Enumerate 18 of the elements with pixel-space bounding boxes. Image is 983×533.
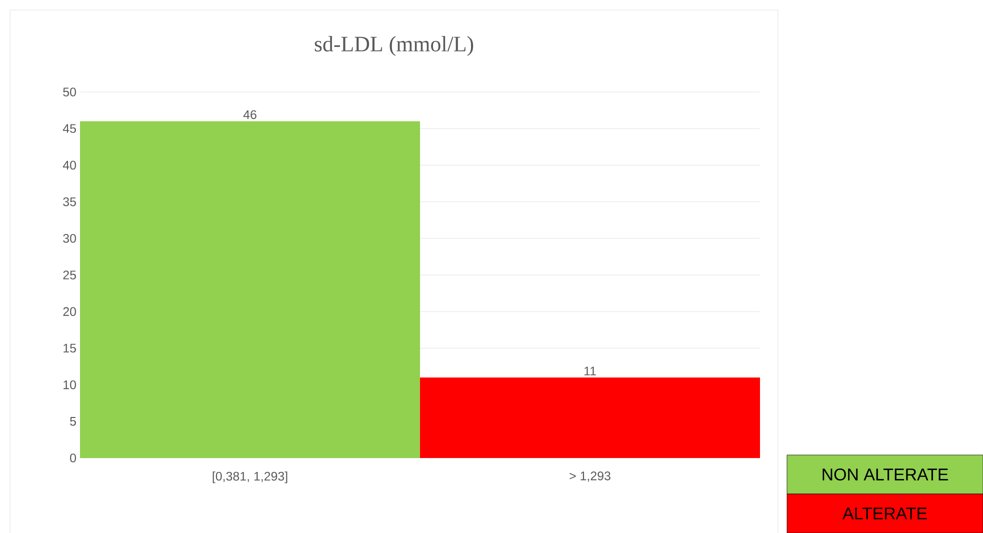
chart-title: sd-LDL (mmol/L) (314, 36, 474, 56)
x-tick-label: [0,381, 1,293] (212, 471, 288, 484)
y-tick-label: 0 (70, 454, 76, 462)
x-tick-label: > 1,293 (570, 472, 610, 482)
data-label: 46 (243, 110, 256, 120)
y-tick-label: 45 (62, 124, 76, 133)
y-tick-label: 50 (63, 88, 76, 96)
y-tick-label: 20 (63, 307, 76, 316)
data-label: 11 (584, 366, 596, 376)
y-tick-label: 10 (64, 380, 76, 390)
y-tick-label: 25 (63, 270, 76, 280)
y-tick-label: 5 (70, 417, 76, 426)
y-tick-label: 30 (63, 234, 76, 243)
text: NON ALTERATE (822, 468, 948, 480)
y-tick-label: 15 (64, 344, 76, 353)
text: ALTERATE (842, 508, 927, 520)
y-tick-label: 40 (62, 160, 76, 170)
y-tick-label: 35 (63, 197, 76, 206)
